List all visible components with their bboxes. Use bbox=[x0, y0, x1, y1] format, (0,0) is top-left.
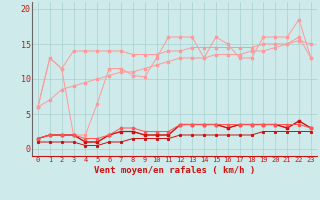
X-axis label: Vent moyen/en rafales ( km/h ): Vent moyen/en rafales ( km/h ) bbox=[94, 166, 255, 175]
